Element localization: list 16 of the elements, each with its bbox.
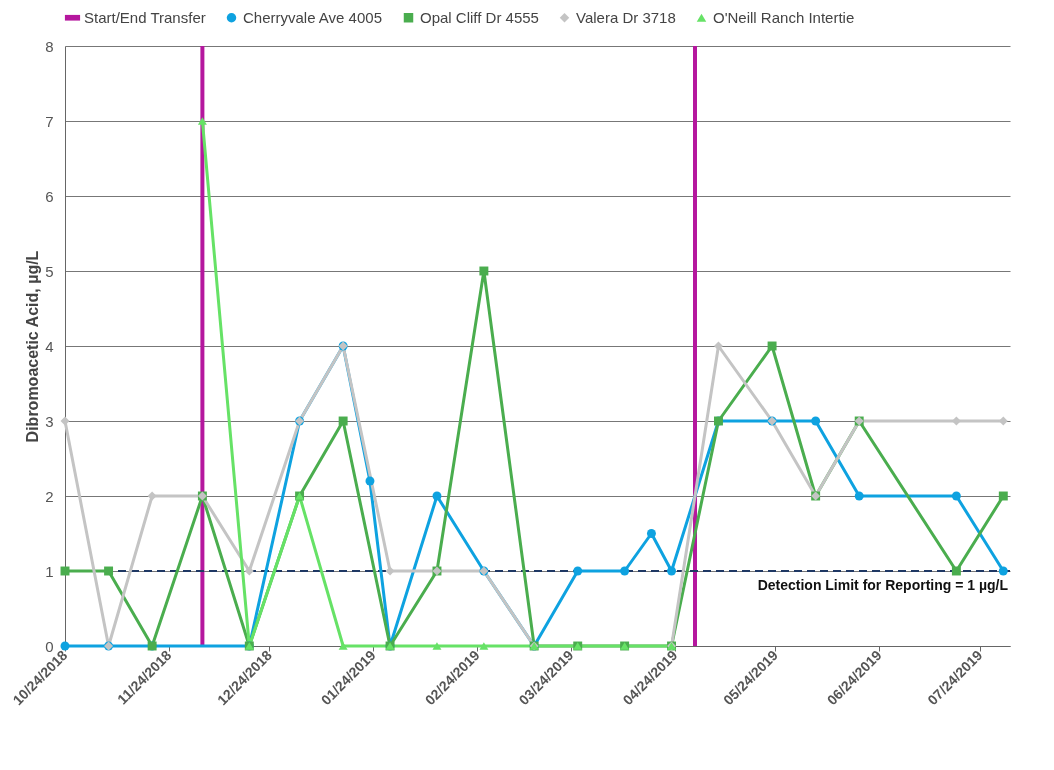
y-tick-label: 3 (45, 412, 54, 430)
y-tick-label: 1 (45, 562, 54, 580)
legend-label: O'Neill Ranch Intertie (713, 8, 855, 26)
legend-label: Cherryvale Ave 4005 (243, 8, 382, 26)
y-tick-label: 4 (45, 337, 54, 355)
y-tick-label: 2 (45, 487, 54, 505)
legend-label: Start/End Transfer (84, 8, 206, 26)
y-tick-label: 5 (45, 262, 54, 280)
ref-line-label: Detection Limit for Reporting = 1 µg/L (757, 577, 1009, 593)
y-tick-label: 8 (45, 37, 54, 55)
y-tick-label: 0 (45, 637, 54, 655)
y-axis-title: Dibromoacetic Acid, µg/L (24, 250, 42, 443)
y-tick-label: 7 (45, 112, 54, 130)
y-tick-label: 6 (45, 187, 54, 205)
legend-label: Opal Cliff Dr 4555 (420, 8, 539, 26)
legend-label: Valera Dr 3718 (576, 8, 676, 26)
